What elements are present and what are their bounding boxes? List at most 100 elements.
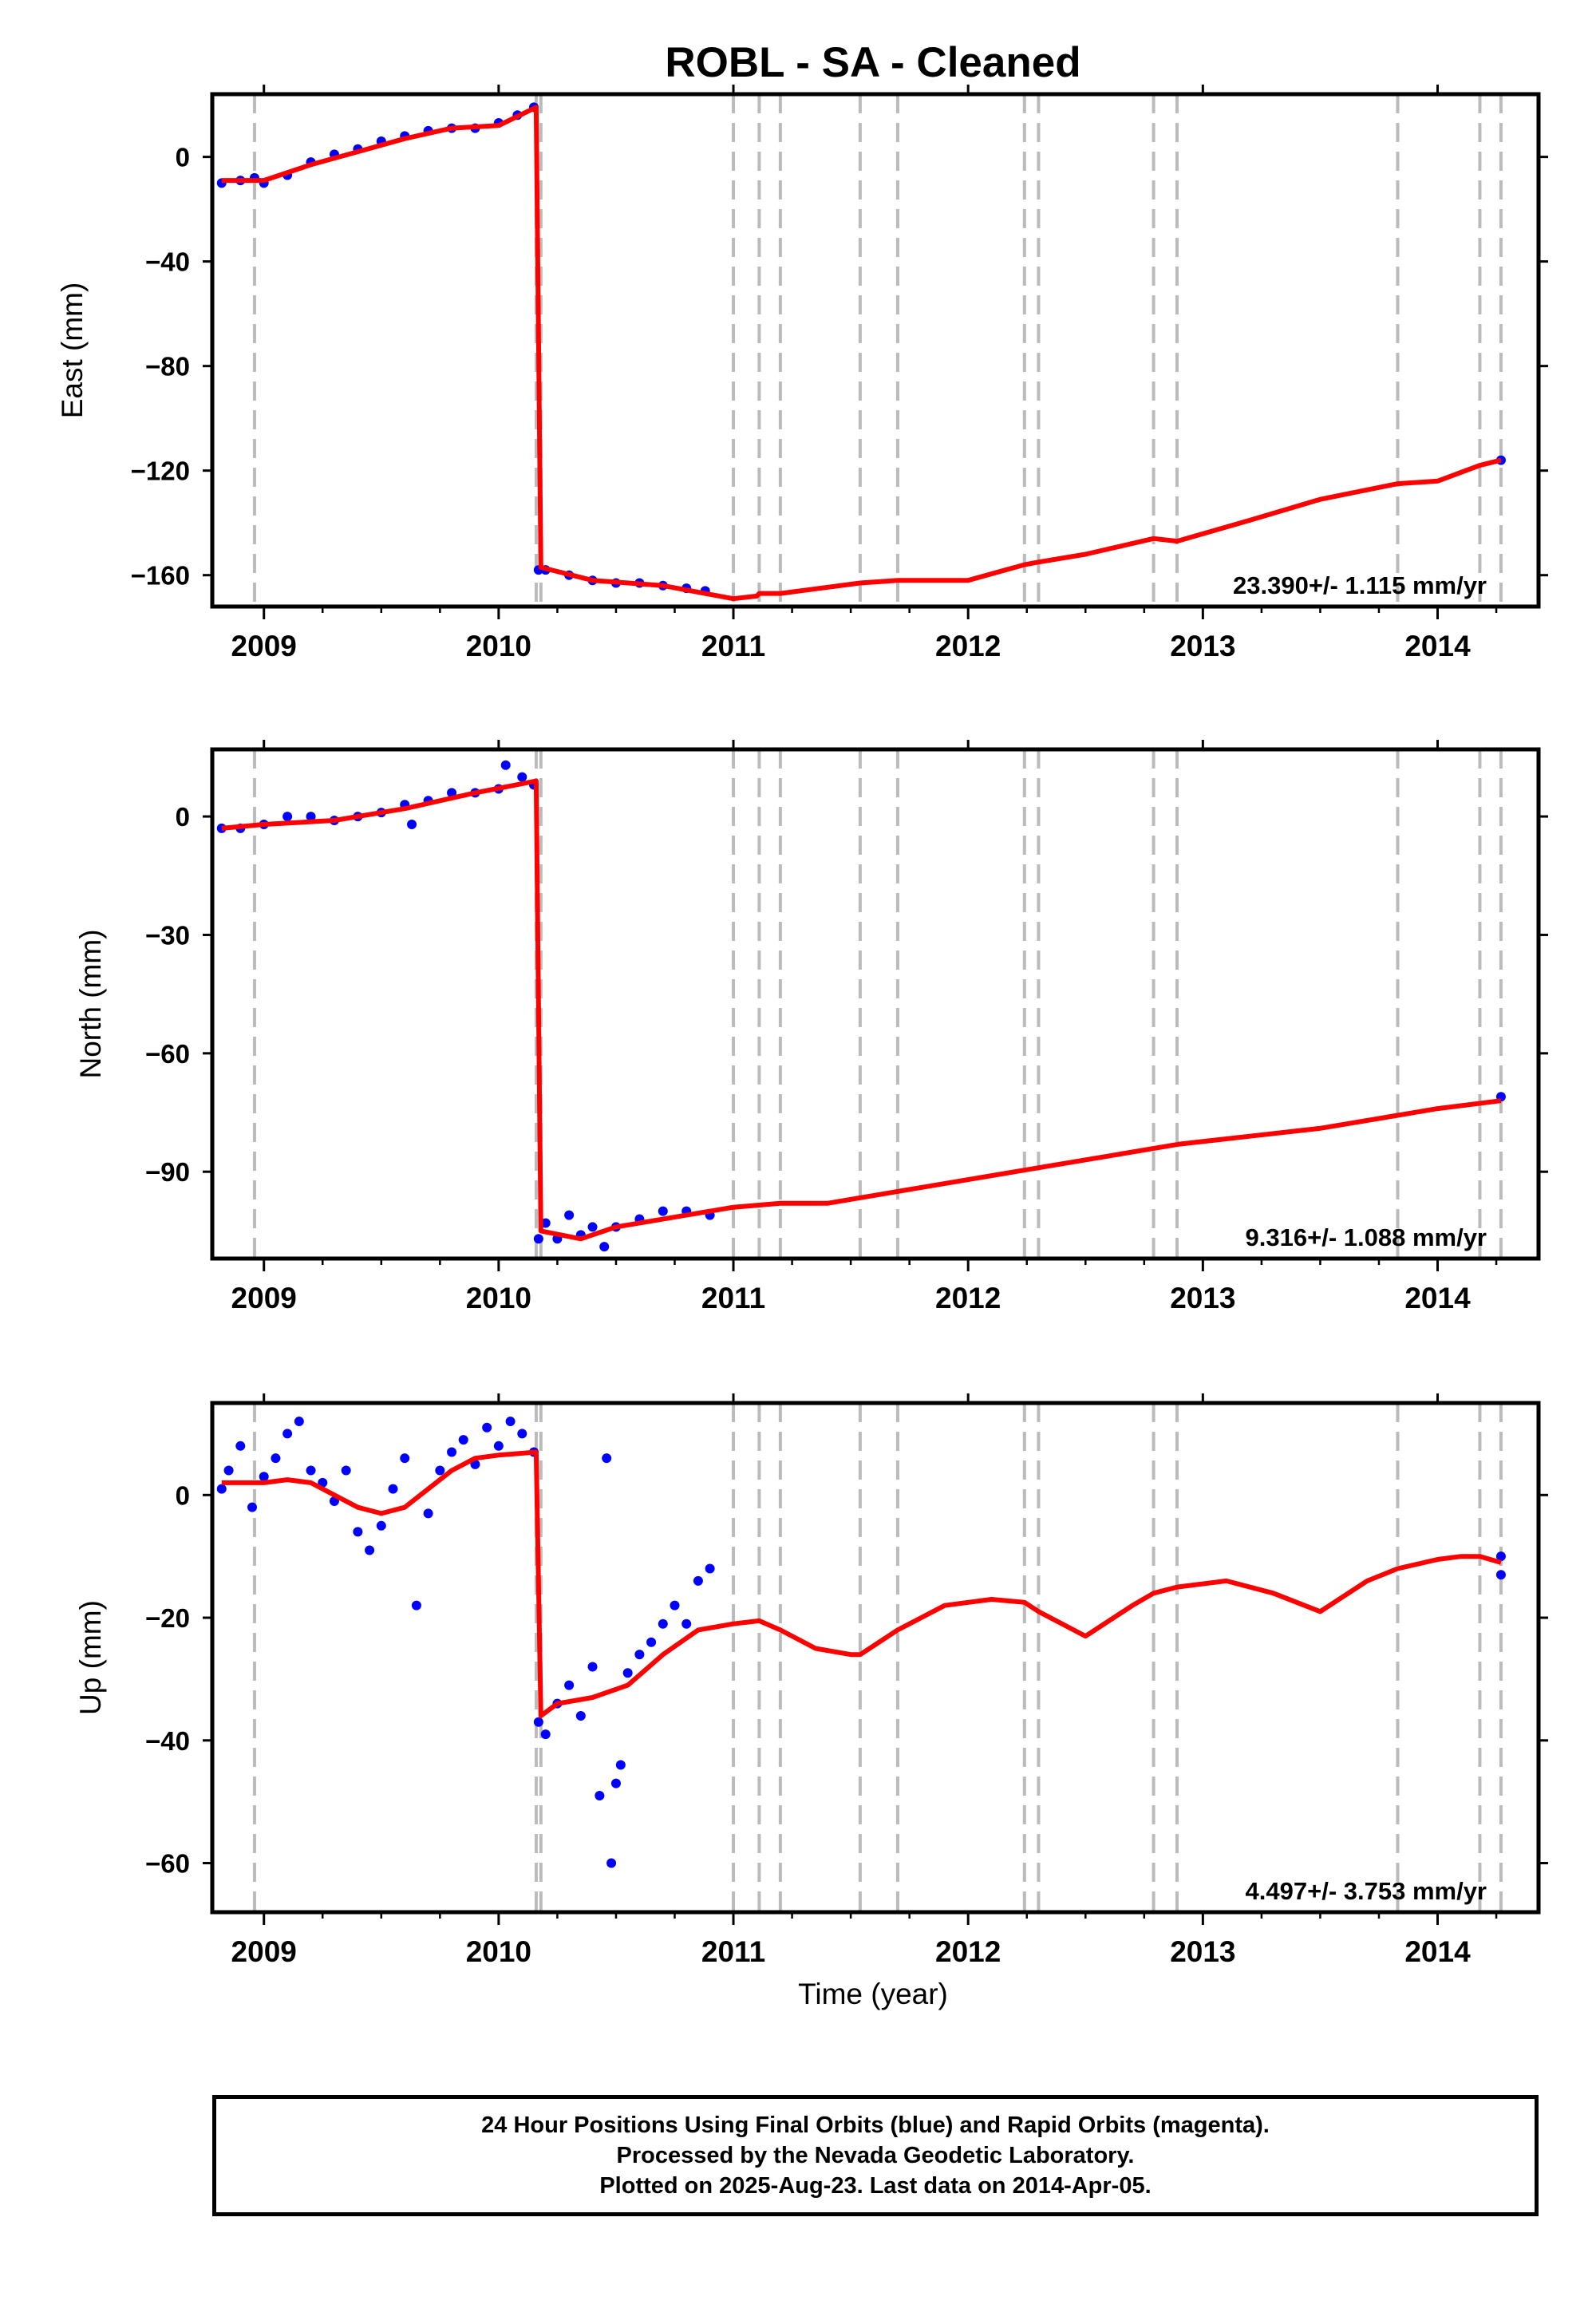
x-axis-label: Time (year)	[798, 1978, 948, 2010]
data-point	[306, 812, 316, 822]
data-point	[259, 1472, 269, 1482]
plot-area	[216, 94, 1506, 607]
footer-line-1: 24 Hour Positions Using Final Orbits (bl…	[481, 2112, 1270, 2138]
data-point	[564, 1680, 575, 1690]
y-tick-label: −90	[145, 1157, 190, 1187]
data-point	[517, 772, 527, 782]
data-point	[458, 1435, 468, 1445]
x-tick-label: 2012	[935, 630, 1001, 662]
rate-label: 9.316+/- 1.088 mm/yr	[1246, 1223, 1487, 1251]
y-tick-label: 0	[176, 802, 190, 832]
footer-line-2: Processed by the Nevada Geodetic Laborat…	[616, 2143, 1135, 2168]
x-tick-label: 2010	[466, 1935, 531, 1968]
data-point	[1495, 1570, 1506, 1580]
data-point	[705, 1563, 715, 1574]
data-point	[271, 1453, 281, 1464]
x-tick-label: 2013	[1170, 1282, 1235, 1314]
x-tick-label: 2009	[231, 1935, 297, 1968]
plot-area	[216, 749, 1506, 1259]
data-point	[376, 1520, 386, 1531]
data-point	[693, 1575, 703, 1586]
data-point	[223, 1465, 234, 1476]
data-point	[500, 760, 511, 770]
plot-frame	[210, 747, 1541, 1261]
data-point	[540, 1729, 551, 1740]
data-point	[294, 1417, 304, 1427]
data-point	[599, 1242, 610, 1252]
y-tick-label: −40	[145, 247, 190, 277]
plot-frame	[210, 92, 1541, 609]
data-point	[575, 1711, 586, 1721]
panel-up: 0 −20 −40 −60 2009 2010 2011 2012 2013 2014 Up (mm…	[74, 1393, 1548, 1968]
data-point	[216, 1484, 227, 1494]
data-point	[602, 1453, 612, 1464]
data-point	[533, 1234, 543, 1244]
data-point	[564, 1210, 575, 1220]
data-point	[587, 1662, 598, 1672]
data-point	[533, 1717, 543, 1727]
data-point	[282, 1429, 293, 1439]
data-point	[341, 1465, 351, 1476]
data-point	[423, 1508, 433, 1519]
y-axis-label: East (mm)	[56, 283, 89, 419]
data-point	[517, 1429, 527, 1439]
y-tick-label: −20	[145, 1603, 190, 1633]
x-tick-label: 2011	[701, 1282, 765, 1314]
y-tick-label: 0	[176, 143, 190, 172]
data-point	[610, 1778, 621, 1788]
y-tick-label: 0	[176, 1480, 190, 1510]
footer-line-3: Plotted on 2025-Aug-23. Last data on 201…	[599, 2173, 1152, 2199]
y-axis-label: Up (mm)	[74, 1600, 107, 1715]
x-tick-label: 2014	[1404, 1282, 1471, 1314]
y-tick-label: −60	[145, 1849, 190, 1879]
panel-east: 0 −40 −80 −120 −160 2009 2010 2011 2012 2013 2014 E…	[56, 85, 1548, 662]
y-tick-label: −60	[145, 1039, 190, 1069]
x-tick-label: 2013	[1170, 630, 1235, 662]
x-tick-label: 2009	[231, 1282, 297, 1314]
data-point	[400, 1453, 410, 1464]
data-point	[407, 819, 417, 829]
x-tick-label: 2011	[701, 1935, 765, 1968]
data-point	[306, 1465, 316, 1476]
model-line	[221, 105, 1502, 602]
data-point	[353, 1527, 363, 1537]
data-point	[670, 1600, 680, 1611]
y-tick-label: −80	[145, 352, 190, 381]
plot-area	[216, 1403, 1506, 1912]
x-tick-label: 2013	[1170, 1935, 1235, 1968]
x-tick-label: 2014	[1404, 630, 1471, 662]
data-point	[606, 1858, 617, 1868]
x-tick-label: 2010	[466, 1282, 531, 1314]
data-point	[493, 1441, 504, 1451]
footer-box: 24 Hour Positions Using Final Orbits (bl…	[212, 2095, 1539, 2216]
x-tick-label: 2009	[231, 630, 297, 662]
data-point	[615, 1760, 626, 1770]
data-point	[681, 1618, 692, 1629]
x-tick-label: 2010	[466, 630, 531, 662]
model-line	[221, 1449, 1502, 1718]
x-tick-label: 2014	[1404, 1935, 1471, 1968]
data-point	[587, 1222, 598, 1232]
plot-frame	[210, 1401, 1541, 1915]
x-tick-label: 2011	[701, 630, 765, 662]
data-point	[505, 1417, 516, 1427]
y-tick-label: −120	[131, 456, 190, 486]
data-point	[282, 812, 293, 822]
data-point	[646, 1637, 657, 1647]
data-point	[658, 1206, 668, 1216]
x-tick-label: 2012	[935, 1935, 1001, 1968]
y-tick-label: −160	[131, 561, 190, 591]
data-point	[435, 1465, 445, 1476]
y-axis-label: North (mm)	[74, 929, 107, 1078]
data-point	[595, 1790, 605, 1800]
data-point	[235, 1441, 246, 1451]
data-point	[388, 1484, 398, 1494]
data-point	[634, 1650, 645, 1660]
x-tick-label: 2012	[935, 1282, 1001, 1314]
data-point	[1495, 1551, 1506, 1562]
rate-label: 23.390+/- 1.115 mm/yr	[1233, 571, 1487, 599]
data-point	[247, 1502, 258, 1512]
data-point	[365, 1545, 375, 1555]
figure-title: ROBL - SA - Cleaned	[665, 39, 1080, 86]
